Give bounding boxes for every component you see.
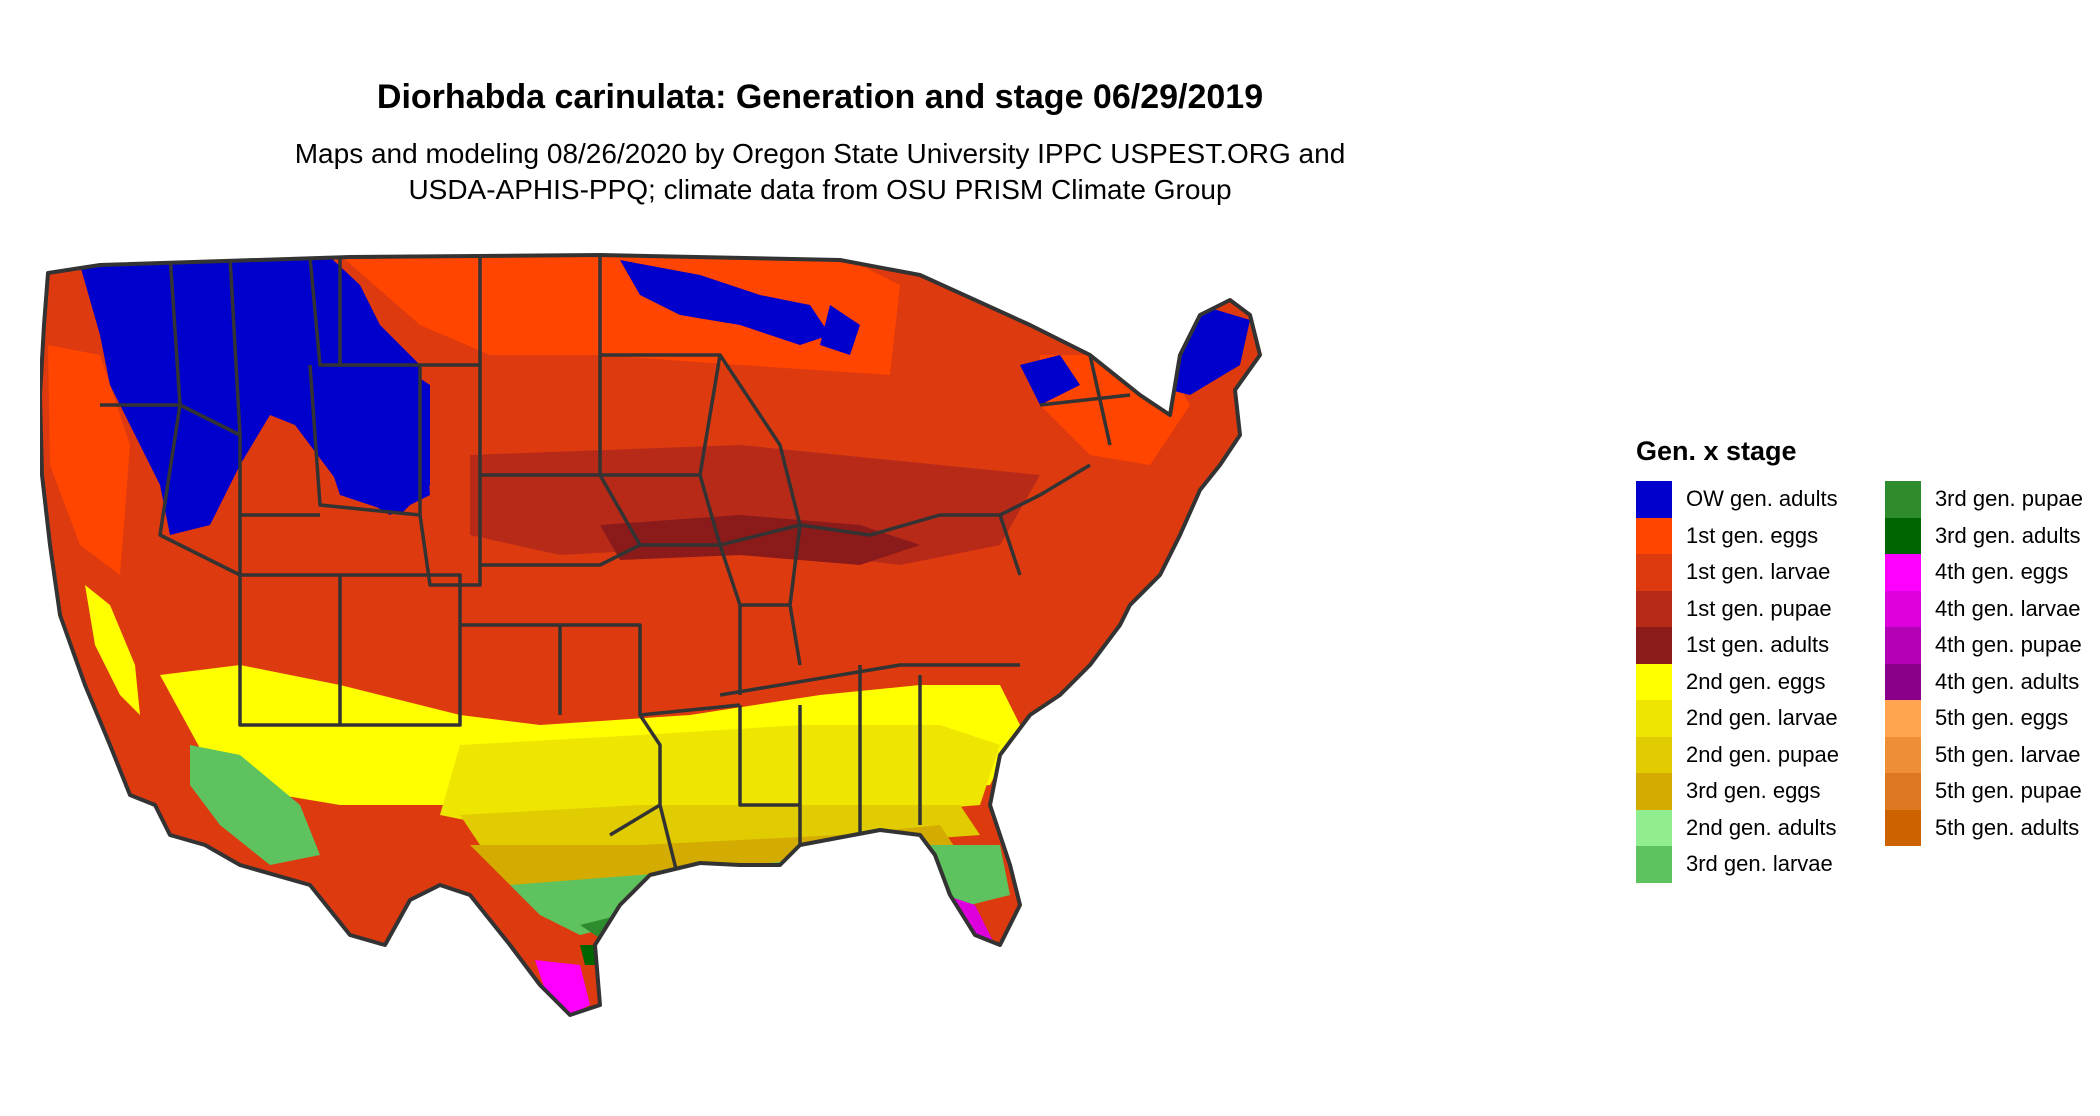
legend-item: 3rd gen. eggs — [1636, 773, 1839, 810]
legend-item: 2nd gen. adults — [1636, 809, 1839, 846]
legend-swatch — [1884, 554, 1921, 591]
map-title: Diorhabda carinulata: Generation and sta… — [376, 78, 1264, 116]
legend-label: 4th gen. larvae — [1934, 595, 2081, 621]
legend-item: 1st gen. pupae — [1636, 590, 1839, 627]
legend-column-1: OW gen. adults 1st gen. eggs 1st gen. larv… — [1636, 481, 1839, 883]
zone-5th-gen-eggs-florida — [975, 995, 995, 1015]
zone-2nd-gen-eggs-california — [85, 585, 140, 715]
us-outline — [40, 253, 1262, 1017]
legend-label: 3rd gen. larvae — [1686, 851, 1833, 877]
us-generation-stage-map — [40, 253, 1262, 1017]
legend-item: 4th gen. eggs — [1884, 554, 2083, 591]
legend-swatch — [1884, 590, 1921, 627]
zone-4th-gen-pupae-florida — [965, 965, 995, 1000]
legend-label: 5th gen. eggs — [1934, 705, 2069, 731]
legend-swatch — [1636, 773, 1672, 810]
legend-label: 3rd gen. eggs — [1686, 778, 1821, 804]
legend-item: 4th gen. larvae — [1884, 590, 2083, 627]
legend-swatch — [1636, 590, 1672, 627]
legend-label: 1st gen. pupae — [1686, 595, 1832, 621]
legend-item: 1st gen. adults — [1636, 627, 1839, 664]
legend-label: 1st gen. adults — [1686, 632, 1830, 658]
legend-label: 5th gen. pupae — [1934, 778, 2082, 804]
legend-label: 5th gen. adults — [1934, 814, 2080, 840]
legend-swatch — [1636, 481, 1672, 518]
zone-4th-gen-eggs-texas — [535, 960, 590, 1015]
legend-label: 3rd gen. adults — [1934, 522, 2081, 548]
legend-swatch — [1884, 773, 1921, 810]
legend-label: 4th gen. adults — [1934, 668, 2080, 694]
legend-label: 1st gen. eggs — [1686, 522, 1819, 548]
legend-item: OW gen. adults — [1636, 481, 1839, 518]
legend-label: 2nd gen. adults — [1686, 814, 1837, 840]
zone-ow-adults-adirondacks — [1020, 355, 1080, 405]
legend-swatch — [1884, 809, 1921, 846]
legend-item: 3rd gen. pupae — [1884, 481, 2083, 518]
zone-ow-adults-greatlakes — [620, 260, 830, 345]
legend-swatch — [1636, 663, 1672, 700]
legend-item: 2nd gen. eggs — [1636, 663, 1839, 700]
legend-label: 2nd gen. larvae — [1686, 705, 1838, 731]
zone-1st-gen-adults — [600, 515, 920, 565]
legend-item: 4th gen. adults — [1884, 663, 2083, 700]
legend-item: 5th gen. eggs — [1884, 700, 2083, 737]
legend-column-2: 3rd gen. pupae 3rd gen. adults 4th gen. eg… — [1884, 481, 2083, 883]
legend-swatch — [1636, 736, 1672, 773]
legend-item: 3rd gen. larvae — [1636, 846, 1839, 883]
legend: Gen. x stage OW gen. adults 1st gen. eggs… — [1636, 436, 2083, 883]
zone-ow-adults-michigan — [820, 305, 860, 355]
legend-swatch — [1636, 554, 1672, 591]
legend-label: 5th gen. larvae — [1934, 741, 2081, 767]
legend-label: 4th gen. pupae — [1934, 632, 2082, 658]
zone-1st-gen-eggs-west — [48, 345, 130, 575]
legend-label: OW gen. adults — [1686, 486, 1838, 512]
legend-swatch — [1636, 700, 1672, 737]
legend-swatch — [1636, 517, 1672, 554]
legend-label: 4th gen. eggs — [1934, 559, 2069, 585]
legend-item: 2nd gen. larvae — [1636, 700, 1839, 737]
legend-item: 1st gen. larvae — [1636, 554, 1839, 591]
legend-item: 2nd gen. pupae — [1636, 736, 1839, 773]
legend-swatch — [1884, 627, 1921, 664]
legend-label: 2nd gen. pupae — [1686, 741, 1839, 767]
legend-swatch — [1884, 700, 1921, 737]
legend-item: 5th gen. adults — [1884, 809, 2083, 846]
legend-item: 1st gen. eggs — [1636, 517, 1839, 554]
map-subtitle-line1: Maps and modeling 08/26/2020 by Oregon S… — [294, 138, 1346, 169]
zone-3rd-gen-adults — [580, 945, 620, 965]
legend-swatch — [1636, 627, 1672, 664]
legend-item: 4th gen. pupae — [1884, 627, 2083, 664]
zone-3rd-gen-larvae-arizona — [190, 745, 320, 865]
legend-title: Gen. x stage — [1636, 436, 1797, 466]
legend-swatch — [1884, 517, 1921, 554]
legend-swatch — [1636, 809, 1672, 846]
legend-swatch — [1636, 846, 1672, 883]
legend-label: 1st gen. larvae — [1686, 559, 1831, 585]
legend-swatch — [1884, 663, 1921, 700]
border-state-lines — [100, 255, 1131, 886]
legend-label: 3rd gen. pupae — [1934, 486, 2083, 512]
map-subtitle-line2: USDA-APHIS-PPQ; climate data from OSU PR… — [408, 174, 1232, 205]
legend-swatch — [1884, 736, 1921, 773]
legend-item: 5th gen. pupae — [1884, 773, 2083, 810]
legend-item: 5th gen. larvae — [1884, 736, 2083, 773]
legend-label: 2nd gen. eggs — [1686, 668, 1826, 694]
legend-swatch — [1884, 481, 1921, 518]
legend-item: 3rd gen. adults — [1884, 517, 2083, 554]
